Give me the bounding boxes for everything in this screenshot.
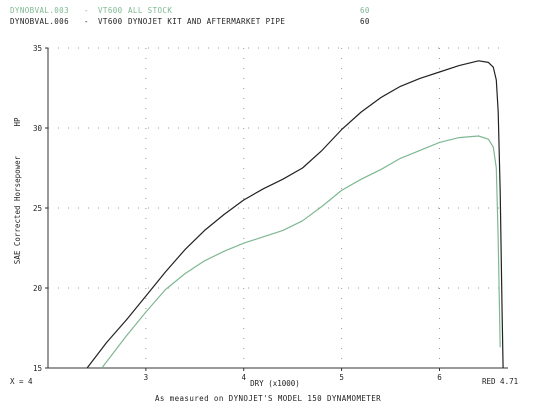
legend-model: VT600	[98, 17, 123, 26]
x-tick-label: 4	[241, 373, 246, 382]
x-tick-label: 5	[339, 373, 344, 382]
y-tick-label: 25	[33, 204, 42, 213]
x-tick-label: 3	[144, 373, 149, 382]
legend-desc: ALL STOCK	[128, 6, 173, 15]
legend-file: DYNOBVAL.006	[10, 17, 69, 26]
legend-code: 60	[360, 17, 370, 26]
legend-sep: -	[84, 6, 89, 15]
legend-code: 60	[360, 6, 370, 15]
tick-labels: 15 20 25 30 35 3 4 5 6	[33, 44, 442, 382]
y-tick-label: 15	[33, 364, 42, 373]
legend-model: VT600	[98, 6, 123, 15]
x-axis-label: DRY (x1000)	[250, 379, 300, 388]
series-line-0	[101, 135, 501, 369]
x-end-label: RED 4.71	[482, 377, 518, 386]
legend-file: DYNOBVAL.003	[10, 6, 69, 15]
series-line-1	[86, 60, 504, 369]
y-tick-label: 30	[33, 124, 43, 133]
x-start-label: X = 4	[10, 377, 33, 386]
y-tick-label: 35	[33, 44, 42, 53]
x-tick-label: 6	[437, 373, 442, 382]
legend-sep: -	[84, 17, 89, 26]
legend-desc: DYNOJET KIT AND AFTERMARKET PIPE	[128, 17, 286, 26]
series-lines	[86, 60, 504, 369]
y-axis-label: SAE Corrected Horsepower	[13, 155, 22, 264]
grid	[48, 47, 508, 369]
y-unit-marker: HP	[13, 117, 22, 127]
y-tick-label: 20	[33, 284, 43, 293]
footer-note: As measured on DYNOJET'S MODEL 150 DYNAM…	[154, 394, 382, 403]
